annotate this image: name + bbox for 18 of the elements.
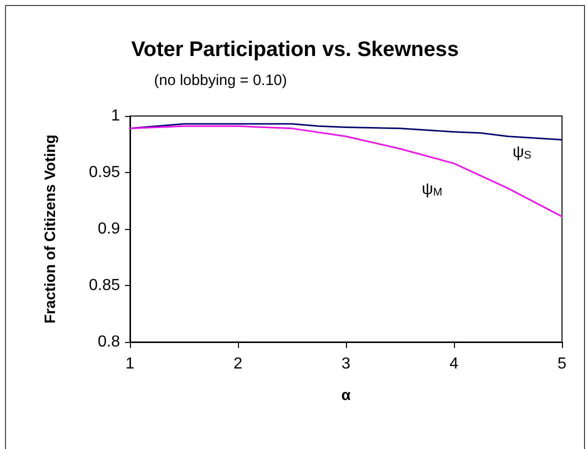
chart-subtitle: (no lobbying = 0.10)	[154, 72, 288, 89]
x-tick-label: 4	[450, 356, 459, 372]
line-series	[129, 125, 563, 218]
y-tick-label: 0.95	[88, 164, 120, 181]
x-tick-label: 1	[126, 356, 135, 372]
x-tick-label: 5	[558, 356, 567, 372]
chart-title: Voter Participation vs. Skewness	[131, 38, 459, 61]
series-label: ψS	[512, 144, 532, 162]
y-tick-label: 0.85	[88, 277, 120, 294]
x-tick-label: 3	[342, 356, 351, 372]
y-tick-label: 0.8	[98, 334, 120, 350]
y-axis-title: Fraction of Citizens Voting	[42, 134, 59, 324]
x-tick-label: 2	[234, 356, 243, 372]
x-axis-title: α	[341, 387, 352, 404]
series-label: ψM	[422, 180, 442, 198]
y-tick-label: 0.9	[98, 220, 120, 238]
y-tick-label: 1	[111, 108, 120, 124]
line-series	[129, 123, 563, 140]
